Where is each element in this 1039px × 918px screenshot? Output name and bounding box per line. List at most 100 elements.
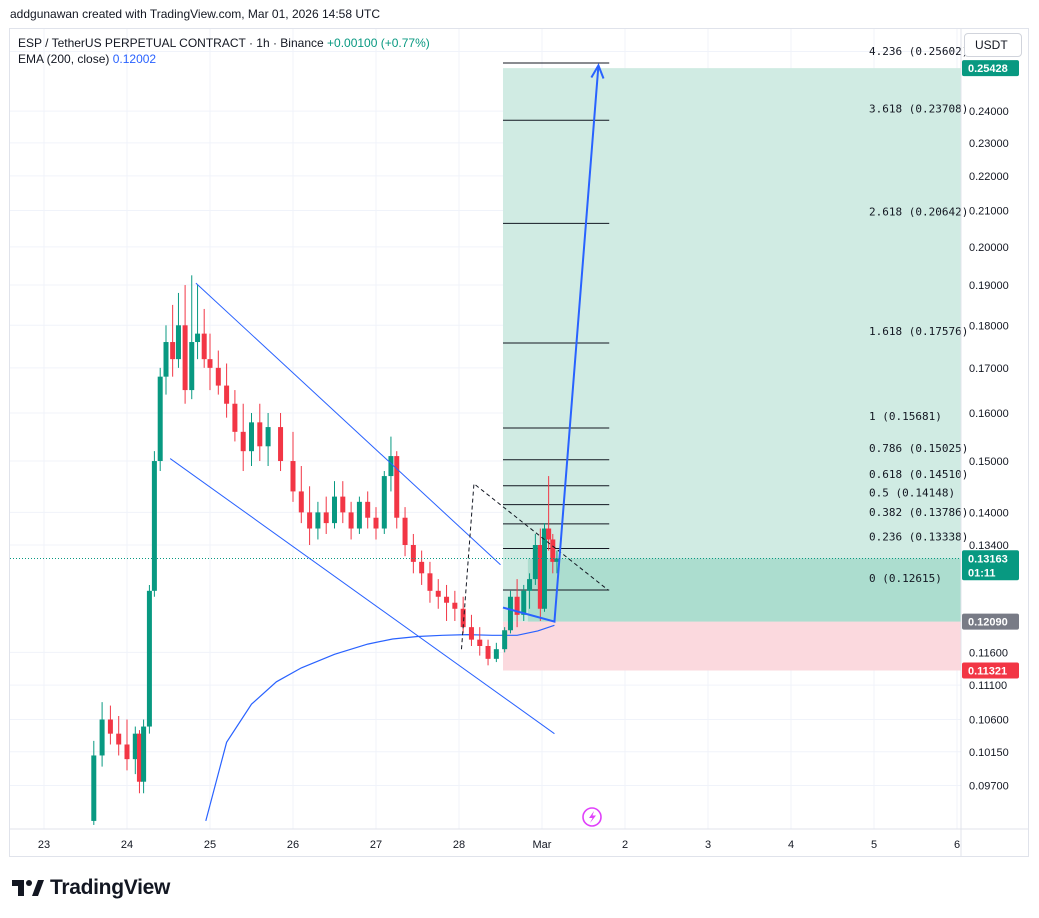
candle-body [265,427,271,447]
candle [307,486,313,545]
candle-body [502,630,508,650]
trend-drawings [10,63,961,735]
candle [141,719,147,794]
candle-body [493,649,499,659]
candle-body [332,496,337,524]
tradingview-wordmark: TradingView [50,876,171,899]
candle [224,363,230,418]
candle [201,308,207,368]
candle [146,584,152,734]
x-tick-label: 24 [121,839,133,851]
candle [315,501,321,540]
price-tags: 0.25428 0.13163 01:11 0.12090 0.11321 [962,60,1019,679]
fib-level-label: 0.236 (0.13338) [869,530,968,543]
price-tag-entry: 0.12090 [962,613,1019,630]
candle-body [278,427,284,462]
currency-unit-button[interactable]: USDT [964,33,1022,57]
candle [477,627,483,656]
x-tick-label: 2 [622,839,628,851]
candle [537,528,543,621]
candle-body [163,342,169,377]
candle [532,533,538,585]
candle [435,579,441,609]
price-tag-bg [962,662,1019,679]
x-tick-label: 28 [453,839,465,851]
candle [546,476,552,551]
candle [107,705,113,745]
position-zones [502,68,961,671]
candle-body [91,755,97,821]
ema-line [205,624,555,822]
y-tick-label: 0.24000 [969,106,1009,118]
chart-legend: ESP / TetherUS PERPETUAL CONTRACT · 1h ·… [18,35,430,67]
candle-body [132,733,138,760]
candle-body [444,596,450,603]
fib-level-label: 0.5 (0.14148) [869,487,955,500]
candle-body [224,385,230,404]
candle-body [554,558,560,562]
fib-level-label: 0.618 (0.14510) [869,468,968,481]
candle [323,496,329,534]
candle [99,702,105,767]
y-tick-label: 0.10150 [969,747,1009,759]
tradingview-logo-icon [12,880,44,896]
candle-body [323,512,329,524]
ema-legend[interactable]: EMA (200, close) 0.12002 [18,51,430,67]
candle-body [298,491,304,513]
candle-body [215,367,221,386]
candle [215,350,221,395]
chart-frame [9,28,1029,857]
x-tick-label: 3 [705,839,711,851]
candle-body [240,431,246,452]
x-tick-label: 25 [204,839,216,851]
candle [365,491,371,529]
candle-body [99,719,105,756]
candle [340,481,346,524]
candle [507,590,513,634]
candle [332,481,337,529]
candle-body [537,544,543,609]
price-tag-bg [962,613,1019,630]
candle [249,412,254,467]
y-tick-label: 0.20000 [969,242,1009,254]
candle-body [419,561,425,574]
candle [240,403,246,472]
price-tag-value: 0.12090 [968,617,1008,629]
fib-level-label: 4.236 (0.25602) [869,45,968,58]
candle [410,533,416,574]
candle-body [435,590,441,597]
candle [419,550,425,585]
event-flash-icon[interactable] [582,807,602,827]
candle [554,550,560,574]
candle [124,719,130,771]
candle-body [356,501,362,529]
symbol-line[interactable]: ESP / TetherUS PERPETUAL CONTRACT · 1h ·… [18,35,430,51]
forecast-path [502,65,600,623]
price-tag-value: 0.11321 [968,666,1007,678]
x-tick-label: Mar [533,839,552,851]
candle-body [485,645,491,659]
y-tick-label: 0.10600 [969,714,1009,726]
candle-body [207,359,213,368]
candle-body [124,744,130,760]
price-tag-countdown: 01:11 [968,567,996,579]
candle-body [107,719,113,734]
x-tick-label: 23 [38,839,50,851]
candle [157,367,163,472]
candle-body [427,573,433,591]
candle-body [507,596,513,631]
tradingview-logo[interactable]: TradingView [12,876,170,900]
fib-level-label: 1.618 (0.17576) [869,325,968,338]
x-tick-label: 27 [370,839,382,851]
candle [493,642,499,663]
candle [189,275,195,400]
price-change: +0.00100 (+0.77%) [327,36,430,50]
candles [91,275,560,825]
candle-body [340,496,346,513]
candle-body [394,456,400,518]
candle-body [182,325,188,391]
candle-body [189,342,195,391]
channel-upper-line [195,282,501,566]
y-tick-label: 0.15000 [969,456,1009,468]
